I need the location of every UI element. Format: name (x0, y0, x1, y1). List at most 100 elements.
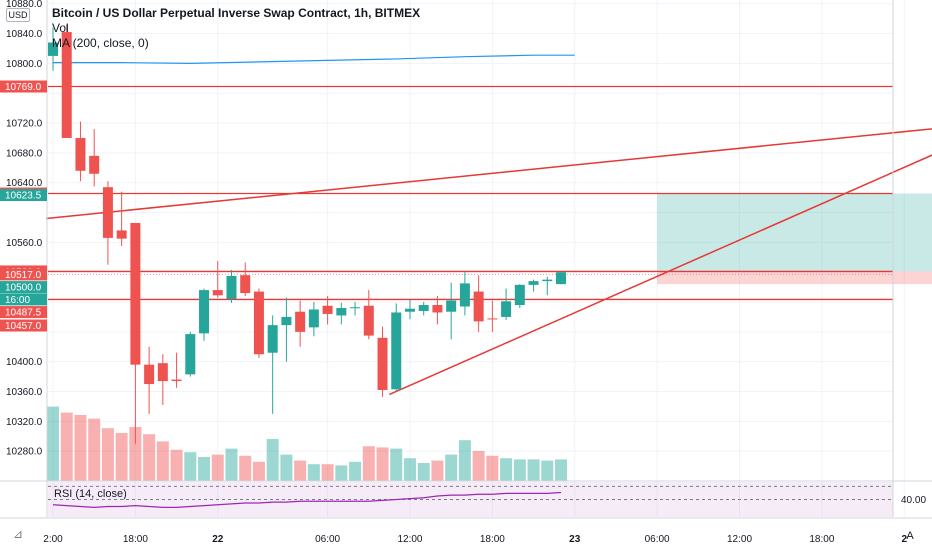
volume-bar (170, 449, 183, 481)
price-tag (0, 80, 47, 93)
volume-bar (417, 463, 430, 481)
volume-bar (280, 454, 293, 481)
candle (212, 290, 223, 296)
time-tick-label: 2:00 (43, 534, 63, 545)
time-tick-label: 22 (212, 534, 224, 545)
price-tick-label: 10320.0 (6, 417, 43, 428)
candle (48, 42, 58, 56)
price-tick-label: 10720.0 (6, 119, 43, 130)
candle (199, 290, 210, 334)
volume-bar (115, 433, 128, 481)
volume-bar (555, 459, 568, 481)
volume-bar (239, 455, 252, 481)
volume-bar (403, 458, 416, 481)
candle (116, 230, 127, 239)
volume-study-label[interactable]: Vol (52, 21, 69, 35)
timezone-icon[interactable]: ⊿ (12, 527, 24, 541)
trend-line (389, 154, 932, 396)
volume-bar (513, 459, 526, 481)
time-tick-label: 2 (901, 534, 907, 545)
volume-bar (472, 451, 485, 481)
candle (377, 337, 388, 391)
volume-bar (294, 460, 307, 481)
volume-bar (376, 447, 389, 481)
volume-bar (458, 440, 471, 481)
price-tick-label: 10680.0 (6, 148, 43, 159)
candle (267, 325, 278, 353)
candle (130, 222, 141, 365)
rsi-study-label[interactable]: RSI (14, close) (54, 488, 127, 500)
candle (418, 305, 429, 311)
candle (102, 187, 113, 238)
volume-bar (541, 460, 554, 481)
volume-bar (129, 427, 142, 481)
candle (487, 318, 498, 320)
candle (473, 291, 484, 322)
price-tick-label: 10400.0 (6, 357, 43, 368)
position-target-zone (657, 193, 932, 272)
candle (446, 300, 457, 312)
ma-200-line (53, 54, 575, 64)
price-tick-label: 10840.0 (6, 29, 43, 40)
price-tag-label: 10487.5 (5, 308, 42, 319)
time-tick-label: 12:00 (397, 534, 422, 545)
price-tick-label: 10640.0 (6, 178, 43, 189)
candle (185, 334, 196, 375)
volume-bar (335, 465, 348, 481)
volume-bar (252, 461, 265, 481)
volume-bar (500, 458, 513, 481)
time-tick-label: 18:00 (809, 534, 834, 545)
volume-bar (431, 460, 444, 481)
position-stop-zone (657, 271, 932, 285)
candle (240, 275, 251, 294)
price-tag (0, 319, 47, 332)
auto-scale-button[interactable]: A (906, 530, 914, 542)
candle (308, 309, 319, 328)
price-tag-label: 10500.0 (5, 283, 42, 294)
candle (157, 363, 168, 382)
rsi-tick-label: 40.00 (901, 495, 926, 506)
volume-bar (266, 439, 279, 481)
candle (556, 272, 567, 285)
candle (144, 364, 155, 385)
candle (404, 308, 415, 312)
candle (459, 283, 470, 307)
time-tick-label: 23 (569, 534, 581, 545)
volume-bar (198, 457, 211, 481)
price-tag-label: 10517.0 (5, 270, 42, 281)
candle (542, 279, 553, 282)
candle (350, 307, 361, 309)
volume-bar (390, 448, 403, 481)
candle (89, 155, 100, 174)
candle (226, 275, 237, 300)
candle (75, 137, 86, 171)
volume-bar (349, 461, 362, 481)
price-tag-label: 10457.0 (5, 321, 42, 332)
price-tag (0, 293, 47, 306)
trend-line (46, 128, 932, 220)
volume-bar (156, 441, 169, 481)
volume-bar (225, 448, 238, 481)
candle (501, 301, 512, 317)
price-tick-label: 10280.0 (6, 447, 43, 458)
symbol-title[interactable]: Bitcoin / US Dollar Perpetual Inverse Sw… (52, 6, 421, 20)
time-tick-label: 12:00 (727, 534, 752, 545)
price-tick-label: 10360.0 (6, 387, 43, 398)
ma-study-label[interactable]: MA (200, close, 0) (52, 36, 149, 50)
volume-bar (184, 452, 197, 481)
currency-button[interactable]: USD (6, 8, 30, 22)
price-tick-label: 10560.0 (6, 238, 43, 249)
price-tag (0, 306, 47, 319)
price-tag (0, 268, 47, 281)
price-tag-label: 10623.5 (5, 191, 42, 202)
time-tick-label: 06:00 (315, 534, 340, 545)
volume-bar (527, 459, 540, 481)
volume-bar (60, 412, 73, 481)
volume-bar (74, 415, 87, 481)
volume-bar (47, 406, 59, 481)
price-tick-label: 10800.0 (6, 59, 43, 70)
candle (322, 305, 333, 314)
candle (432, 305, 443, 313)
candle (528, 281, 539, 285)
